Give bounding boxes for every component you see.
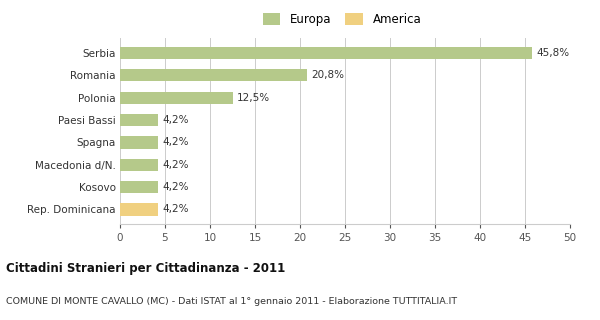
- Bar: [120, 69, 307, 82]
- Text: 4,2%: 4,2%: [162, 137, 189, 148]
- Bar: [120, 114, 158, 126]
- Text: Cittadini Stranieri per Cittadinanza - 2011: Cittadini Stranieri per Cittadinanza - 2…: [6, 262, 285, 275]
- Text: 20,8%: 20,8%: [312, 70, 345, 80]
- Text: 12,5%: 12,5%: [237, 93, 270, 103]
- Bar: [120, 92, 233, 104]
- Text: 45,8%: 45,8%: [537, 48, 570, 58]
- Bar: [120, 159, 158, 171]
- Text: 4,2%: 4,2%: [162, 182, 189, 192]
- Text: 4,2%: 4,2%: [162, 115, 189, 125]
- Bar: [120, 47, 532, 59]
- Legend: Europa, America: Europa, America: [259, 9, 425, 29]
- Text: 4,2%: 4,2%: [162, 204, 189, 214]
- Bar: [120, 181, 158, 193]
- Bar: [120, 203, 158, 216]
- Text: 4,2%: 4,2%: [162, 160, 189, 170]
- Text: COMUNE DI MONTE CAVALLO (MC) - Dati ISTAT al 1° gennaio 2011 - Elaborazione TUTT: COMUNE DI MONTE CAVALLO (MC) - Dati ISTA…: [6, 297, 457, 306]
- Bar: [120, 136, 158, 148]
